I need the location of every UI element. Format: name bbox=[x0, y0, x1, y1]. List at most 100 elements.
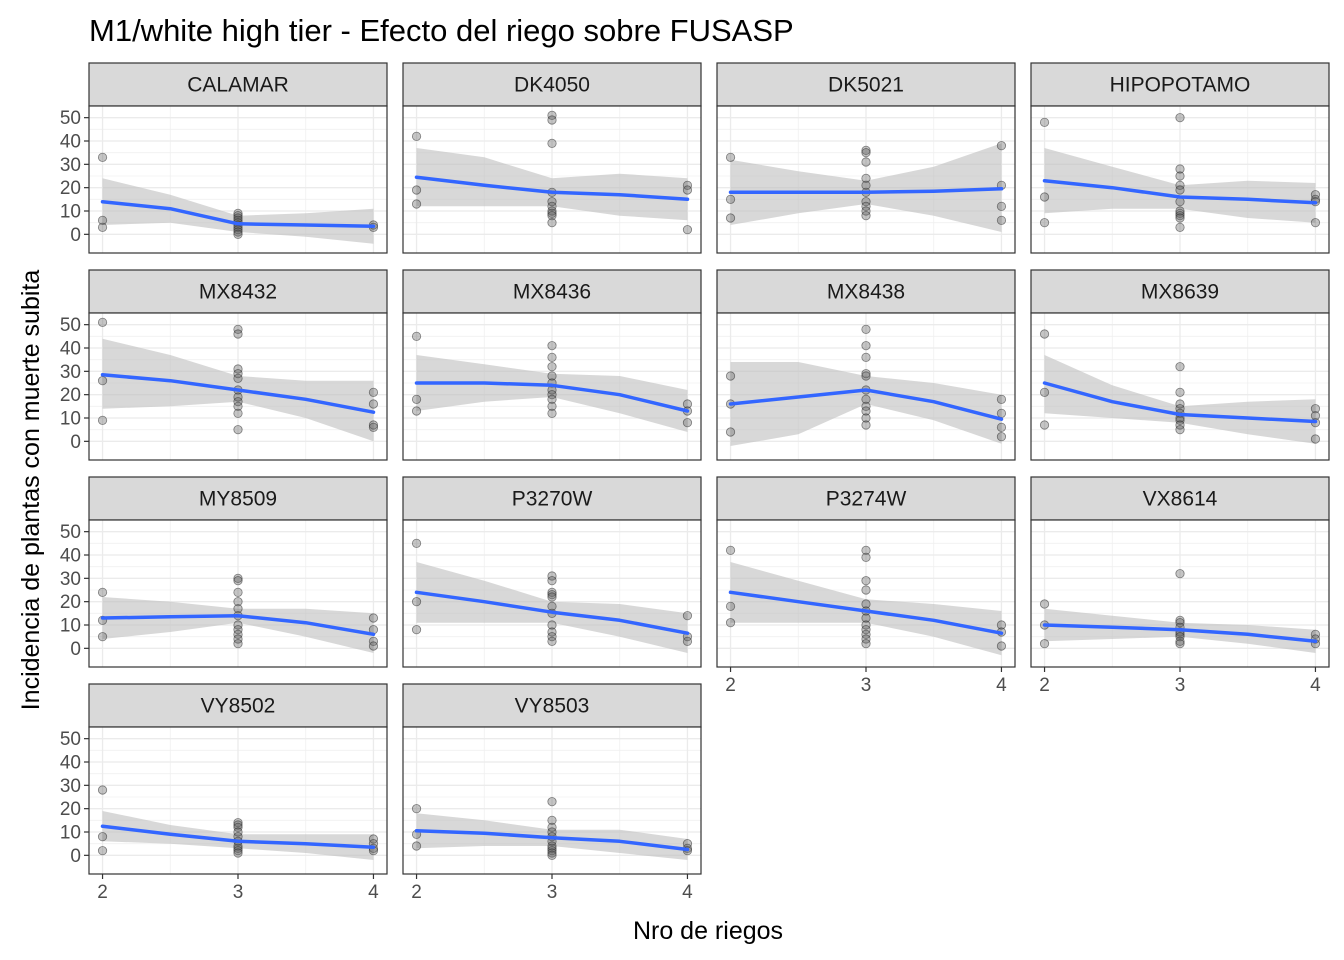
data-point bbox=[233, 597, 243, 607]
data-point bbox=[725, 213, 736, 223]
data-point bbox=[411, 185, 422, 195]
data-point bbox=[682, 611, 693, 621]
confidence-ribbon bbox=[1044, 148, 1316, 223]
data-point bbox=[97, 785, 108, 795]
data-point bbox=[725, 427, 736, 437]
data-point bbox=[547, 201, 557, 211]
data-point bbox=[682, 399, 693, 409]
data-point bbox=[861, 576, 871, 586]
data-point bbox=[682, 636, 693, 646]
data-point bbox=[411, 625, 422, 635]
data-point bbox=[547, 576, 557, 586]
strip-background bbox=[402, 476, 702, 521]
data-point bbox=[861, 639, 871, 649]
data-point bbox=[233, 392, 243, 402]
data-point bbox=[233, 397, 243, 407]
data-point bbox=[368, 834, 379, 844]
data-point bbox=[861, 145, 871, 155]
smooth-line bbox=[100, 824, 376, 849]
smooth-line bbox=[100, 199, 376, 228]
x-tick-label: 3 bbox=[547, 882, 558, 903]
data-point bbox=[368, 641, 379, 651]
data-point bbox=[97, 152, 108, 162]
facet-panel-mx8438: MX8438 bbox=[716, 269, 1016, 461]
y-tick-label: 30 bbox=[60, 776, 81, 797]
data-point bbox=[547, 636, 557, 646]
data-point bbox=[368, 387, 379, 397]
data-point bbox=[547, 620, 557, 630]
data-point bbox=[1039, 639, 1050, 649]
data-point bbox=[233, 576, 243, 586]
y-tick-label: 0 bbox=[70, 432, 81, 453]
panel-border bbox=[88, 312, 388, 461]
data-point bbox=[1175, 113, 1185, 123]
data-point bbox=[1175, 208, 1185, 218]
y-tick-label: 30 bbox=[60, 155, 81, 176]
data-point bbox=[547, 632, 557, 642]
data-point bbox=[97, 317, 108, 327]
x-axis-title: Nro de riegos bbox=[633, 917, 783, 945]
data-point bbox=[233, 843, 243, 853]
data-point bbox=[547, 850, 557, 860]
data-point bbox=[861, 197, 871, 207]
confidence-ribbon bbox=[102, 178, 374, 244]
data-point bbox=[233, 329, 243, 339]
confidence-ribbon bbox=[1044, 355, 1316, 444]
strip-label: HIPOPOTAMO bbox=[1110, 74, 1251, 97]
data-point bbox=[1175, 399, 1185, 409]
data-point bbox=[1175, 615, 1185, 625]
y-tick-label: 20 bbox=[60, 178, 81, 199]
data-point bbox=[547, 362, 557, 372]
strip-background bbox=[88, 62, 388, 107]
data-point bbox=[97, 415, 108, 425]
data-point bbox=[547, 208, 557, 218]
data-point bbox=[1175, 180, 1185, 190]
y-tick-label: 0 bbox=[70, 639, 81, 660]
data-point bbox=[547, 848, 557, 858]
panel-border bbox=[716, 105, 1016, 254]
facet-panel-vy8503: VY8503 2 3 4 bbox=[402, 683, 702, 903]
data-point bbox=[368, 399, 379, 409]
data-point bbox=[233, 227, 243, 237]
x-tick-label: 3 bbox=[233, 882, 244, 903]
smooth-line bbox=[728, 388, 1004, 421]
data-point bbox=[233, 625, 243, 635]
data-point bbox=[1175, 632, 1185, 642]
smooth-line bbox=[728, 590, 1004, 635]
data-point bbox=[861, 369, 871, 379]
data-point bbox=[547, 571, 557, 581]
data-point bbox=[411, 406, 422, 416]
data-point bbox=[411, 804, 422, 814]
data-point bbox=[233, 229, 243, 239]
data-point bbox=[97, 846, 108, 856]
y-tick-label: 20 bbox=[60, 799, 81, 820]
y-tick-label: 50 bbox=[60, 522, 81, 543]
data-point bbox=[682, 418, 693, 428]
data-point bbox=[547, 843, 557, 853]
y-tick-label: 40 bbox=[60, 546, 81, 567]
x-tick-label: 4 bbox=[682, 882, 693, 903]
panel-border bbox=[402, 312, 702, 461]
strip-background bbox=[402, 683, 702, 728]
strip-background bbox=[88, 269, 388, 314]
data-point bbox=[996, 394, 1007, 404]
data-point bbox=[996, 620, 1007, 630]
strip-label: MX8438 bbox=[827, 281, 905, 304]
strip-label: MX8432 bbox=[199, 281, 277, 304]
data-point bbox=[1310, 434, 1321, 444]
y-tick-label: 10 bbox=[60, 202, 81, 223]
data-point bbox=[725, 371, 736, 381]
data-point bbox=[861, 413, 871, 423]
data-point bbox=[861, 629, 871, 639]
data-point bbox=[996, 215, 1007, 225]
data-point bbox=[368, 613, 379, 623]
y-tick-label: 30 bbox=[60, 362, 81, 383]
data-point bbox=[1175, 362, 1185, 372]
data-point bbox=[1175, 164, 1185, 174]
data-point bbox=[547, 138, 557, 148]
strip-label: CALAMAR bbox=[187, 74, 289, 97]
data-point bbox=[861, 420, 871, 430]
